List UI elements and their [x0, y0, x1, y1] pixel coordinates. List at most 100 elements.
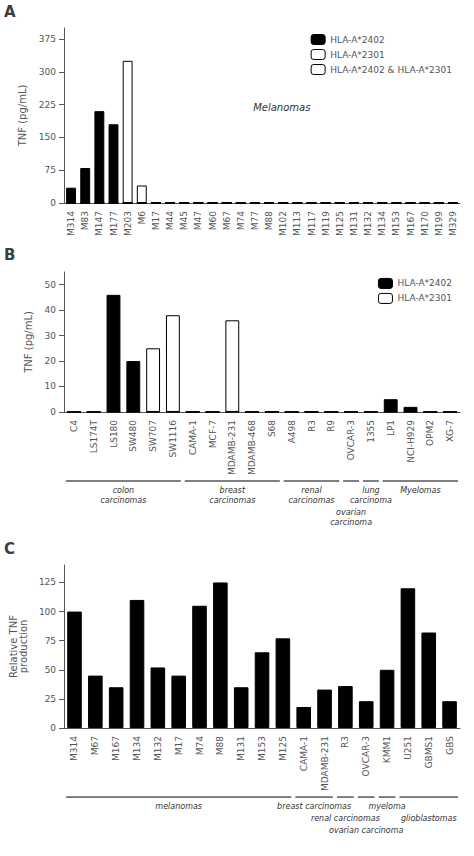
- svg-text:M119: M119: [321, 211, 331, 236]
- svg-text:C: C: [4, 540, 15, 558]
- svg-text:carcinomas: carcinomas: [209, 496, 255, 505]
- svg-text:40: 40: [45, 305, 57, 315]
- svg-text:M147: M147: [94, 211, 104, 236]
- svg-text:M134: M134: [377, 211, 387, 236]
- svg-text:M125: M125: [335, 211, 345, 236]
- svg-text:HLA-A*2402: HLA-A*2402: [397, 278, 452, 288]
- svg-text:20: 20: [45, 356, 57, 366]
- svg-text:lung: lung: [362, 486, 379, 495]
- svg-text:M67: M67: [90, 736, 100, 755]
- svg-text:colon: colon: [113, 486, 134, 495]
- svg-text:10: 10: [45, 381, 57, 391]
- svg-text:HLA-A*2301: HLA-A*2301: [330, 50, 385, 60]
- svg-text:M17: M17: [151, 211, 161, 230]
- svg-text:renal carcinomas: renal carcinomas: [311, 814, 380, 823]
- svg-text:MDAMB-231: MDAMB-231: [227, 420, 237, 475]
- svg-text:M167: M167: [406, 211, 416, 236]
- svg-text:75: 75: [45, 636, 56, 646]
- svg-text:S68: S68: [267, 420, 277, 437]
- svg-text:M177: M177: [109, 211, 119, 236]
- svg-text:HLA-A*2402: HLA-A*2402: [330, 35, 385, 45]
- svg-text:M125: M125: [278, 736, 288, 761]
- svg-text:30: 30: [45, 331, 57, 341]
- svg-text:M60: M60: [208, 211, 218, 230]
- svg-text:SW480: SW480: [128, 420, 138, 452]
- svg-text:CAMA-1: CAMA-1: [299, 736, 309, 771]
- svg-text:M6: M6: [137, 211, 147, 225]
- svg-text:A: A: [4, 3, 16, 21]
- svg-text:Myelomas: Myelomas: [400, 486, 441, 495]
- svg-text:Melanomas: Melanomas: [253, 102, 310, 113]
- svg-text:M17: M17: [174, 736, 184, 755]
- svg-text:150: 150: [39, 132, 56, 142]
- svg-text:0: 0: [50, 198, 56, 208]
- svg-text:A498: A498: [287, 420, 297, 444]
- svg-text:M83: M83: [80, 211, 90, 230]
- svg-text:ovarian: ovarian: [336, 508, 366, 517]
- svg-text:M167: M167: [111, 736, 121, 761]
- svg-text:breast carcinomas: breast carcinomas: [277, 802, 351, 811]
- svg-text:M117: M117: [307, 211, 317, 236]
- svg-text:300: 300: [39, 67, 56, 77]
- svg-text:M77: M77: [250, 211, 260, 230]
- svg-text:M203: M203: [123, 211, 133, 236]
- svg-text:renal: renal: [301, 486, 322, 495]
- svg-text:carcinoma: carcinoma: [330, 518, 372, 527]
- svg-text:TNF (pg/mL): TNF (pg/mL): [23, 311, 34, 374]
- svg-text:production: production: [18, 620, 29, 674]
- svg-text:CAMA-1: CAMA-1: [188, 420, 198, 455]
- svg-text:0: 0: [50, 407, 56, 417]
- svg-text:M329: M329: [448, 211, 458, 236]
- svg-text:GBS: GBS: [445, 736, 455, 755]
- svg-text:M113: M113: [292, 211, 302, 236]
- svg-text:50: 50: [45, 665, 57, 675]
- svg-text:melanomas: melanomas: [155, 802, 202, 811]
- svg-text:100: 100: [39, 607, 56, 617]
- svg-text:M88: M88: [264, 211, 274, 230]
- svg-text:R9: R9: [326, 420, 336, 432]
- svg-text:M44: M44: [165, 211, 175, 230]
- svg-text:MCF-7: MCF-7: [208, 420, 218, 448]
- svg-text:M132: M132: [363, 211, 373, 236]
- svg-text:M170: M170: [420, 211, 430, 236]
- svg-text:75: 75: [45, 165, 56, 175]
- svg-text:1355: 1355: [366, 420, 376, 443]
- svg-text:C4: C4: [69, 420, 79, 432]
- svg-text:SW707: SW707: [148, 420, 158, 452]
- svg-text:M102: M102: [278, 211, 288, 236]
- svg-text:LS180: LS180: [109, 420, 119, 448]
- svg-text:carcinomas: carcinomas: [100, 496, 146, 505]
- svg-text:M314: M314: [69, 736, 79, 761]
- svg-text:LP1: LP1: [386, 420, 396, 436]
- svg-text:NCI-H929: NCI-H929: [406, 420, 416, 463]
- svg-text:MDAMB-468: MDAMB-468: [247, 420, 257, 475]
- svg-text:125: 125: [39, 577, 56, 587]
- svg-text:M134: M134: [132, 736, 142, 761]
- svg-text:XG-7: XG-7: [445, 420, 455, 442]
- svg-text:SW1116: SW1116: [168, 420, 178, 458]
- svg-text:50: 50: [45, 280, 57, 290]
- svg-text:M153: M153: [391, 211, 401, 236]
- svg-text:myeloma: myeloma: [368, 802, 405, 811]
- svg-text:M153: M153: [257, 736, 267, 761]
- svg-text:M131: M131: [349, 211, 359, 236]
- svg-text:R3: R3: [340, 736, 350, 748]
- svg-text:carcinomas: carcinomas: [288, 496, 334, 505]
- svg-text:M131: M131: [236, 736, 246, 761]
- svg-text:M45: M45: [179, 211, 189, 230]
- svg-text:ovarian carcinoma: ovarian carcinoma: [329, 826, 404, 835]
- svg-text:25: 25: [45, 694, 56, 704]
- svg-text:M199: M199: [434, 211, 444, 236]
- svg-text:OPM2: OPM2: [425, 420, 435, 446]
- svg-text:carcinoma: carcinoma: [350, 496, 392, 505]
- svg-text:TNF (pg/mL): TNF (pg/mL): [17, 85, 28, 148]
- svg-text:M314: M314: [66, 211, 76, 236]
- svg-text:M67: M67: [222, 211, 232, 230]
- svg-text:breast: breast: [220, 486, 246, 495]
- svg-text:glioblastomas: glioblastomas: [401, 814, 457, 823]
- svg-text:R3: R3: [307, 420, 317, 432]
- svg-text:LS174T: LS174T: [89, 419, 99, 453]
- svg-text:M88: M88: [215, 736, 225, 755]
- svg-text:M47: M47: [193, 211, 203, 230]
- svg-text:MDAMB-231: MDAMB-231: [320, 736, 330, 791]
